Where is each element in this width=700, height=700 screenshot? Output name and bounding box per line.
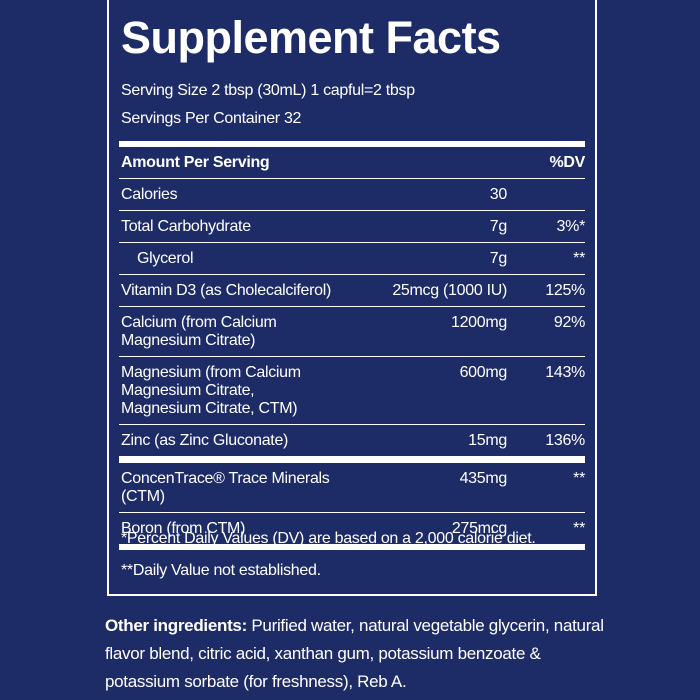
- name: Glycerol: [137, 250, 194, 267]
- dv: **: [573, 250, 585, 267]
- amount: 7g: [489, 218, 508, 235]
- servings-per-container: Servings Per Container 32: [121, 110, 302, 127]
- amount: 30: [489, 186, 508, 203]
- row: Calories 30: [119, 179, 585, 211]
- row: Glycerol 7g **: [119, 243, 585, 275]
- facts-table: Amount Per Serving %DV Calories 30 Total …: [119, 141, 585, 550]
- name: Calories: [121, 186, 178, 203]
- serving-size: Serving Size 2 tbsp (30mL) 1 capful=2 tb…: [121, 82, 415, 99]
- amount: 15mg: [468, 432, 507, 449]
- dv: 143%: [545, 364, 585, 381]
- name: Vitamin D3 (as Cholecalciferol): [121, 282, 332, 299]
- name: Boron (from CTM): [121, 520, 246, 537]
- row: Boron (from CTM) 275mcg **: [119, 513, 585, 550]
- amount: 25mcg (1000 IU): [392, 282, 507, 299]
- other-ingredients-label: Other ingredients:: [105, 616, 247, 635]
- other-ingredients: Other ingredients: Purified water, natur…: [105, 612, 605, 696]
- name: Total Carbohydrate: [121, 218, 251, 235]
- row: ConcenTrace® Trace Minerals (CTM) 435mg **: [119, 457, 585, 513]
- dv: **: [573, 520, 585, 537]
- other-ingredients-text: Purified water, natural vegetable glycer…: [105, 616, 604, 691]
- dv: 3%*: [556, 218, 586, 235]
- amount: 600mg: [459, 364, 508, 381]
- row: Total Carbohydrate 7g 3%*: [119, 211, 585, 243]
- header-row: Amount Per Serving %DV: [119, 141, 585, 179]
- name: Zinc (as Zinc Gluconate): [121, 432, 289, 449]
- name: Calcium (from Calcium Magnesium Citrate): [121, 314, 277, 349]
- row: Magnesium (from Calcium Magnesium Citrat…: [119, 357, 585, 425]
- row: Zinc (as Zinc Gluconate) 15mg 136%: [119, 425, 585, 457]
- dv: 125%: [545, 282, 585, 299]
- name: ConcenTrace® Trace Minerals (CTM): [121, 470, 330, 505]
- name: Magnesium (from Calcium Magnesium Citrat…: [121, 364, 301, 417]
- amount: 275mcg: [451, 520, 507, 537]
- footnote: *Percent Daily Values (DV) are based on …: [121, 530, 536, 547]
- amount: 7g: [489, 250, 508, 267]
- amount: 435mg: [459, 470, 508, 487]
- row: Calcium (from Calcium Magnesium Citrate)…: [119, 307, 585, 357]
- header-cell: %DV: [549, 154, 585, 171]
- facts-panel: Supplement Facts Serving Size 2 tbsp (30…: [107, 0, 597, 596]
- title: Supplement Facts: [121, 12, 501, 63]
- dv: 136%: [545, 432, 585, 449]
- amount: 1200mg: [450, 314, 507, 331]
- dv: **: [573, 470, 585, 487]
- header-cell: Amount Per Serving: [121, 154, 270, 171]
- dv: 92%: [553, 314, 585, 331]
- footnote: **Daily Value not established.: [121, 562, 321, 579]
- row: Vitamin D3 (as Cholecalciferol) 25mcg (10…: [119, 275, 585, 307]
